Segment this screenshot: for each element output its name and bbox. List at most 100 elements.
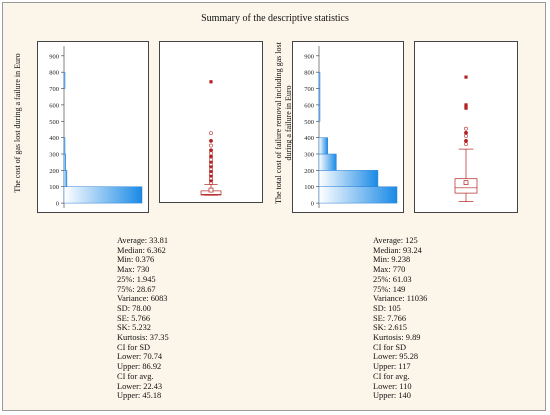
outlier-point xyxy=(464,104,468,109)
y-tick-label: 0 xyxy=(311,201,314,208)
histogram-left: 0 100 200 300 400 500 600 700 800 900 xyxy=(49,46,143,208)
histogram-panel-left: 0 100 200 300 400 500 600 700 800 900 xyxy=(37,41,149,213)
outlier-point xyxy=(209,154,213,159)
stat-line: CI for avg. xyxy=(117,371,154,381)
stat-line: Min: 9.238 xyxy=(373,255,411,265)
stat-line: Lower: 22.43 xyxy=(117,381,163,391)
histogram-right: 0 100 200 300 400 500 600 700 800 900 xyxy=(304,46,398,208)
outlier-point xyxy=(464,75,468,79)
stat-line: SK: 5.232 xyxy=(117,323,151,333)
histogram-bar xyxy=(63,153,66,171)
outlier-point xyxy=(209,143,213,148)
histogram-bar xyxy=(318,170,379,187)
stat-line: SE: 5.766 xyxy=(117,313,151,323)
stat-line: CI for SD xyxy=(373,342,407,352)
stat-line: Average: 125 xyxy=(373,236,418,245)
boxplot-panel-right xyxy=(414,41,518,213)
boxplot-left xyxy=(200,80,222,196)
stat-line: 25%: 1.945 xyxy=(117,274,156,284)
stats-left: Average: 33.81 Median: 6.362 Min: 0.376 Max… xyxy=(117,236,169,401)
histogram-bar xyxy=(318,186,398,204)
y-tick-label: 100 xyxy=(49,184,59,191)
histogram-bar xyxy=(318,137,328,155)
stat-line: Lower: 70.74 xyxy=(117,352,163,362)
stat-line: Lower: 110 xyxy=(373,381,412,391)
y-tick-label: 800 xyxy=(304,70,314,77)
stat-line: Average: 33.81 xyxy=(117,236,169,245)
outlier-point xyxy=(464,139,468,143)
figure-frame: Summary of the descriptive statistics Th… xyxy=(2,2,546,411)
histogram-bar xyxy=(63,186,143,204)
figure-title: Summary of the descriptive statistics xyxy=(201,13,349,24)
outlier-point xyxy=(209,138,213,143)
stat-line: Upper: 45.18 xyxy=(117,391,162,401)
y-tick-label: 400 xyxy=(49,135,59,142)
y-axis-label-left: The cost of gas lost during a failure in… xyxy=(13,53,22,193)
y-tick-label: 900 xyxy=(49,53,59,60)
histogram-panel-right: 0 100 200 300 400 500 600 700 800 900 xyxy=(292,41,404,213)
outlier-point xyxy=(464,103,468,107)
outlier-point xyxy=(209,131,213,136)
boxplot-panel-left xyxy=(159,41,263,203)
boxplot-right xyxy=(454,75,478,202)
y-tick-label: 800 xyxy=(49,70,59,77)
stat-line: Min: 0.376 xyxy=(117,255,155,265)
histogram-bar xyxy=(63,170,68,187)
stat-line: Variance: 11036 xyxy=(373,294,428,304)
y-tick-label: 200 xyxy=(49,168,59,175)
stat-line: 75%: 28.67 xyxy=(117,284,156,294)
outlier-point xyxy=(209,148,213,153)
stat-line: Kurtosis: 9.89 xyxy=(373,333,421,343)
outlier-point xyxy=(209,157,213,162)
y-tick-label: 700 xyxy=(304,86,314,93)
y-tick-label: 600 xyxy=(304,102,314,109)
box-iqr xyxy=(454,178,478,194)
histogram-bar xyxy=(318,88,321,106)
y-tick-label: 300 xyxy=(304,152,314,159)
y-tick-label: 0 xyxy=(56,201,59,208)
stat-line: CI for avg. xyxy=(373,371,410,381)
mean-marker xyxy=(463,180,469,185)
histogram-bar xyxy=(318,104,321,122)
stat-line: SD: 105 xyxy=(373,303,401,313)
stat-line: Max: 770 xyxy=(373,265,406,275)
outlier-point xyxy=(464,134,468,138)
stat-line: Kurtosis: 37.35 xyxy=(117,333,169,343)
stats-right: Average: 125 Median: 93.24 Min: 9.238 Max: … xyxy=(373,236,427,401)
stat-line: Lower: 95.28 xyxy=(373,352,419,362)
y-tick-label: 400 xyxy=(304,135,314,142)
stat-line: 75%: 149 xyxy=(373,284,406,294)
y-tick-label: 900 xyxy=(304,53,314,60)
stat-line: Upper: 117 xyxy=(373,362,411,372)
stat-line: SD: 78.00 xyxy=(117,303,151,313)
y-tick-label: 700 xyxy=(49,86,59,93)
y-tick-label: 200 xyxy=(304,168,314,175)
histogram-bar xyxy=(318,71,321,89)
stat-line: Max: 730 xyxy=(117,265,150,275)
histogram-bar xyxy=(63,71,66,89)
outlier-point xyxy=(209,80,213,84)
stat-line: Upper: 86.92 xyxy=(117,362,162,372)
y-axis-label-right: The total cost of failure removal includ… xyxy=(274,42,293,204)
y-tick-label: 600 xyxy=(49,102,59,109)
outlier-point xyxy=(209,151,213,156)
mean-marker xyxy=(208,187,214,193)
stat-line: CI for SD xyxy=(117,342,151,352)
y-tick-label: 500 xyxy=(49,119,59,126)
histogram-bar xyxy=(63,137,66,155)
stat-line: Median: 6.362 xyxy=(117,245,166,255)
stat-line: Median: 93.24 xyxy=(373,245,422,255)
stat-line: SE: 7.766 xyxy=(373,313,407,323)
stat-line: Variance: 6083 xyxy=(117,294,168,304)
stat-line: Upper: 140 xyxy=(373,391,411,401)
outlier-point xyxy=(464,126,468,131)
y-tick-label: 500 xyxy=(304,119,314,126)
outlier-point xyxy=(464,106,468,110)
stat-line: 25%: 61.03 xyxy=(373,274,412,284)
outlier-point xyxy=(464,130,468,135)
histogram-bar xyxy=(318,153,337,171)
outlier-point xyxy=(464,142,468,147)
y-tick-label: 100 xyxy=(304,184,314,191)
y-tick-label: 300 xyxy=(49,152,59,159)
stat-line: SK: 2.615 xyxy=(373,323,407,333)
